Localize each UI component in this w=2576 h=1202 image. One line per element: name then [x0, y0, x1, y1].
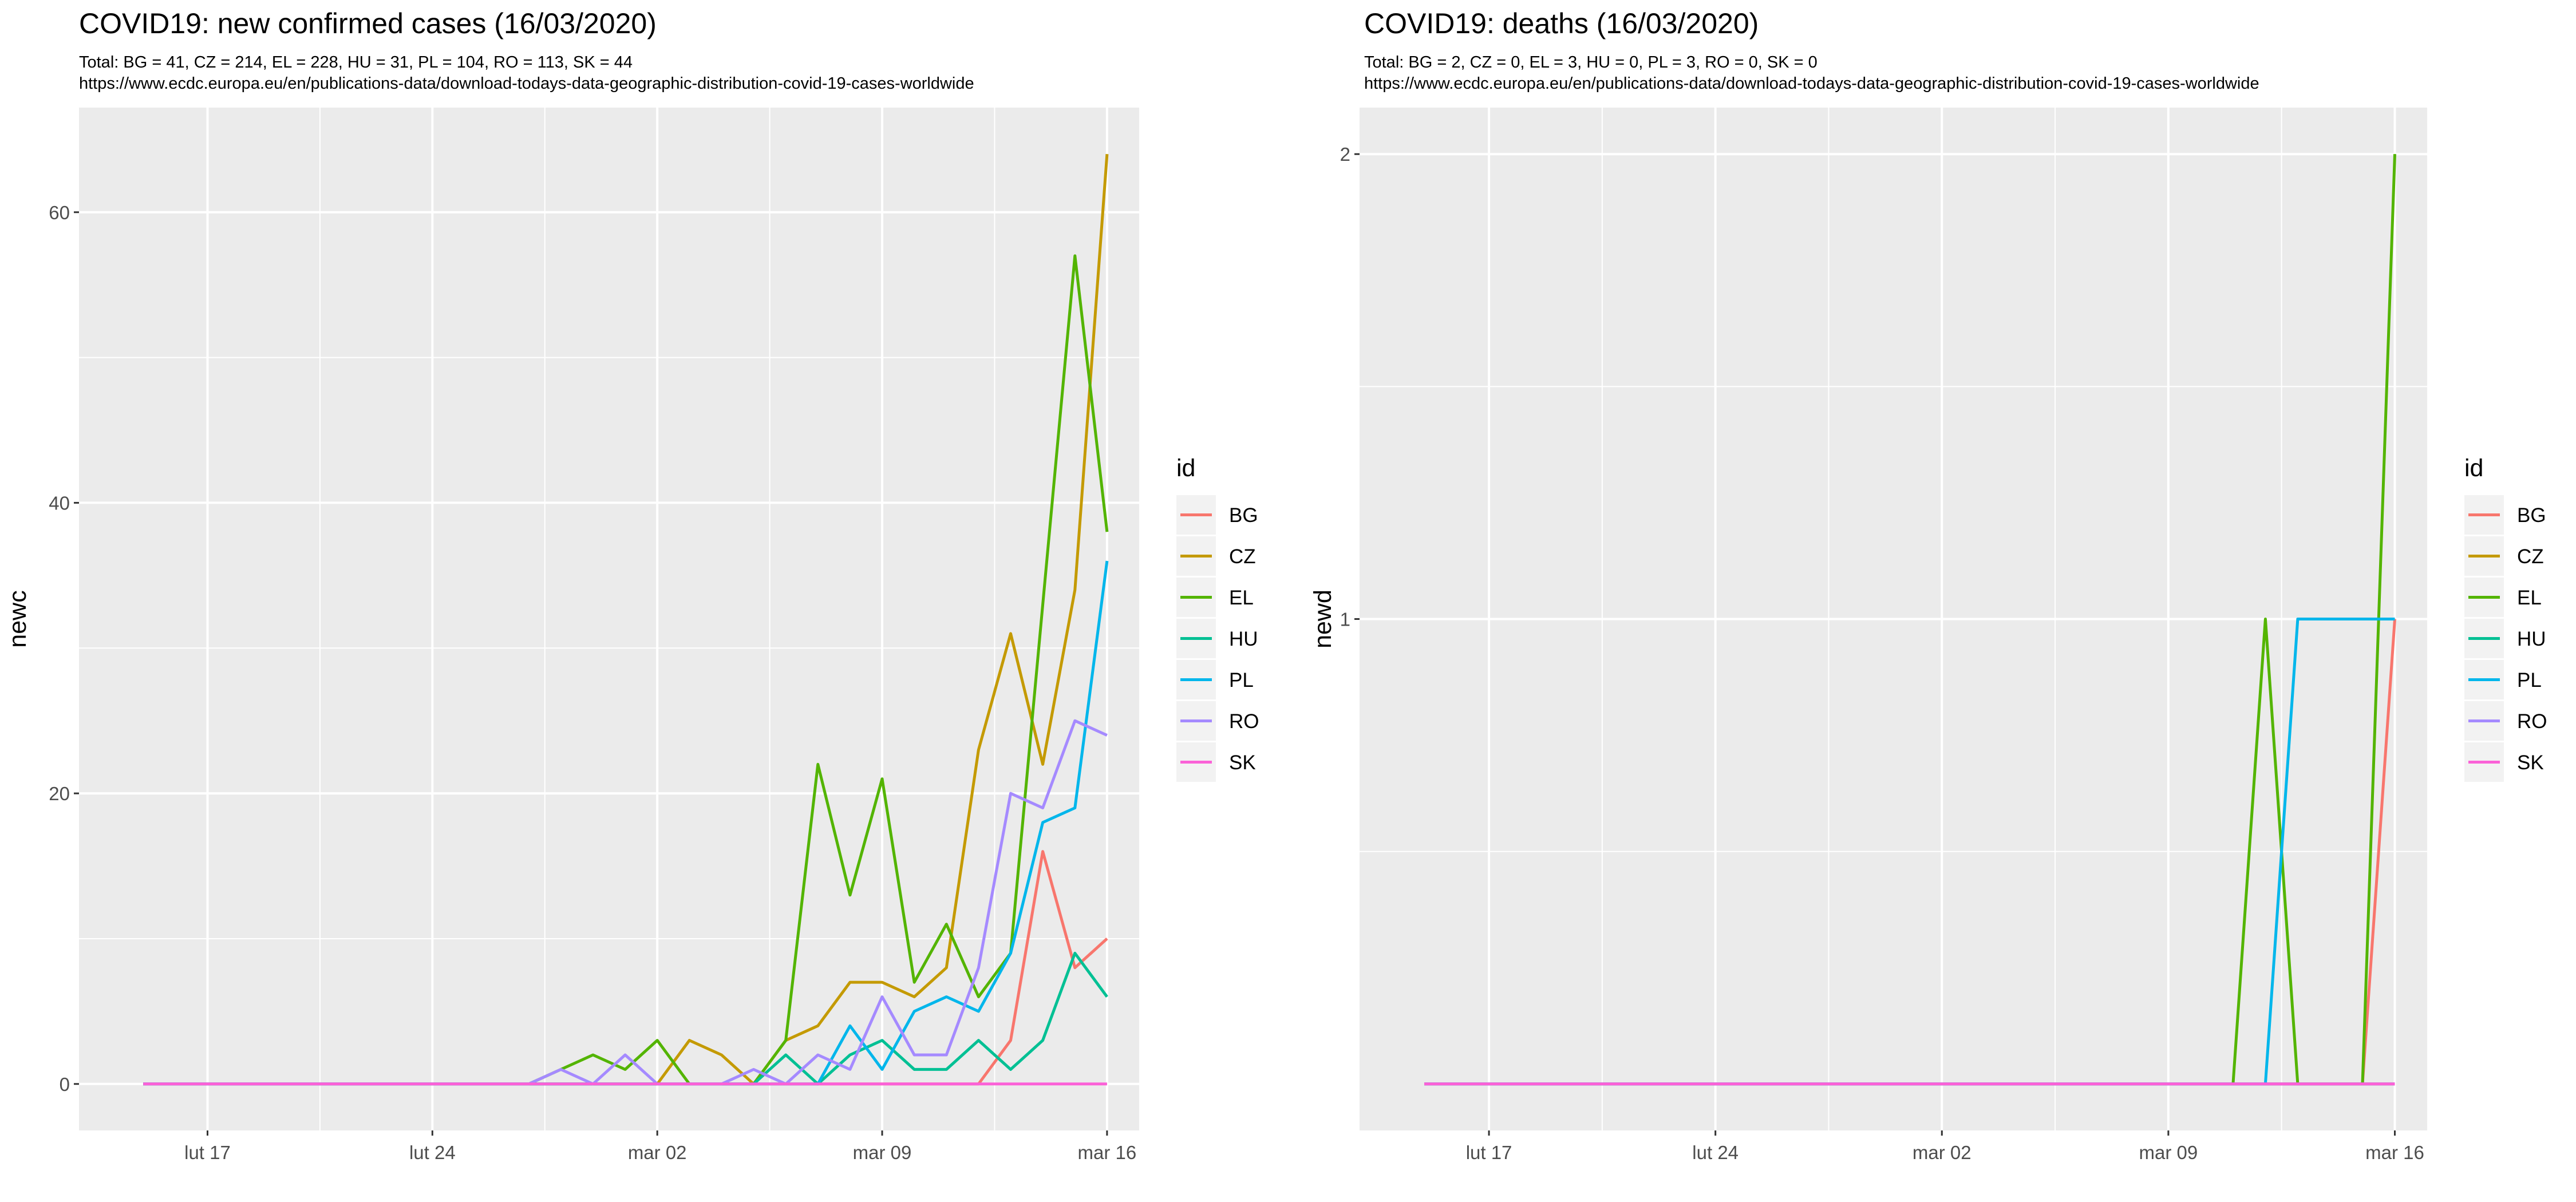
deaths-title: COVID19: deaths (16/03/2020) — [1364, 7, 1759, 39]
deaths-subtitle-source: https://www.ecdc.europa.eu/en/publicatio… — [1364, 74, 2259, 93]
deaths-legend-label-bg: BG — [2517, 504, 2546, 527]
deaths-y-tick-label: 2 — [1340, 144, 1350, 165]
cases-legend-title: id — [1176, 454, 1195, 482]
deaths-y-axis-title: newd — [1309, 590, 1337, 649]
cases-plot-group: 0 20 40 60 lut 17 lut 24 mar 02 mar 09 mar 16 new… — [4, 108, 1259, 1163]
deaths-x-tick-label: mar 09 — [2139, 1142, 2198, 1163]
cases-x-tick-label: lut 17 — [184, 1142, 231, 1163]
new-cases-title: COVID19: new confirmed cases (16/03/2020… — [79, 7, 657, 39]
cases-plot-background — [79, 108, 1139, 1130]
deaths-legend-label-hu: HU — [2517, 628, 2546, 650]
cases-legend-label-ro: RO — [1229, 710, 1259, 733]
cases-x-tick-label: mar 09 — [853, 1142, 912, 1163]
deaths-legend-label-cz: CZ — [2517, 545, 2544, 568]
deaths-legend-title: id — [2464, 454, 2483, 482]
cases-y-tick-label: 20 — [49, 783, 70, 804]
deaths-y-tick-label: 1 — [1340, 609, 1350, 630]
cases-y-tick-label: 40 — [49, 492, 70, 513]
cases-x-tick-label: lut 24 — [409, 1142, 456, 1163]
deaths-subtitle-totals: Total: BG = 2, CZ = 0, EL = 3, HU = 0, P… — [1364, 53, 1818, 72]
deaths-legend-label-sk: SK — [2517, 752, 2544, 774]
cases-legend-label-cz: CZ — [1229, 545, 1256, 568]
cases-legend-label-hu: HU — [1229, 628, 1258, 650]
cases-legend-label-el: EL — [1229, 587, 1254, 609]
cases-x-tick-label: mar 02 — [628, 1142, 687, 1163]
deaths-legend-label-el: EL — [2517, 587, 2542, 609]
deaths-x-tick-label: mar 16 — [2365, 1142, 2424, 1163]
deaths-legend-label-pl: PL — [2517, 669, 2542, 691]
deaths-x-tick-label: mar 02 — [1913, 1142, 1971, 1163]
cases-legend-label-sk: SK — [1229, 752, 1256, 774]
cases-legend-label-bg: BG — [1229, 504, 1258, 527]
cases-x-tick-label: mar 16 — [1078, 1142, 1137, 1163]
cases-y-tick-label: 0 — [60, 1074, 70, 1095]
new-cases-subtitle-source: https://www.ecdc.europa.eu/en/publicatio… — [79, 74, 974, 93]
cases-y-axis-title: newc — [4, 590, 31, 647]
deaths-plot-group: 1 2 lut 17 lut 24 mar 02 mar 09 mar 16 newd id BG… — [1309, 108, 2547, 1163]
deaths-panel: COVID19: deaths (16/03/2020) Total: BG =… — [1288, 0, 2576, 1202]
new-cases-subtitle-totals: Total: BG = 41, CZ = 214, EL = 228, HU =… — [79, 53, 633, 72]
cases-y-tick-label: 60 — [49, 202, 70, 223]
deaths-legend-label-ro: RO — [2517, 710, 2547, 733]
new-cases-panel: COVID19: new confirmed cases (16/03/2020… — [4, 7, 1259, 1163]
deaths-chart: 1 2 lut 17 lut 24 mar 02 mar 09 mar 16 newd id BG… — [1309, 108, 2547, 1163]
deaths-x-tick-label: lut 24 — [1692, 1142, 1739, 1163]
deaths-x-tick-label: lut 17 — [1466, 1142, 1512, 1163]
cases-legend-label-pl: PL — [1229, 669, 1254, 691]
new-cases-chart: 0 20 40 60 lut 17 lut 24 mar 02 mar 09 mar 16 new… — [4, 108, 1259, 1163]
